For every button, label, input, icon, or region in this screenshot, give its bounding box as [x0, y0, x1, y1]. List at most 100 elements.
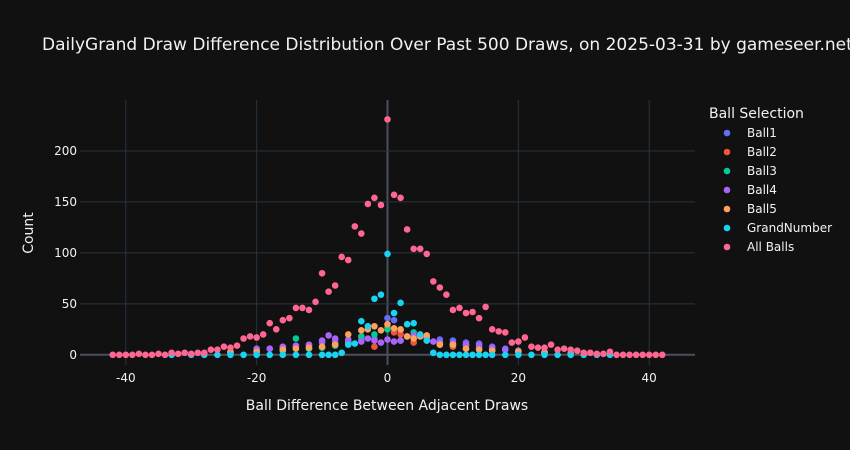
data-point[interactable] [358, 317, 365, 325]
data-point[interactable] [240, 351, 247, 359]
data-point[interactable] [482, 303, 489, 311]
data-point[interactable] [456, 304, 463, 312]
data-point[interactable] [567, 346, 574, 354]
data-point[interactable] [266, 351, 274, 359]
data-point[interactable] [364, 200, 372, 208]
data-point[interactable] [338, 253, 346, 261]
data-point[interactable] [416, 245, 424, 253]
data-point[interactable] [443, 291, 450, 298]
data-point[interactable] [351, 223, 359, 230]
data-point[interactable] [187, 350, 195, 358]
data-point[interactable] [279, 351, 287, 359]
data-point[interactable] [390, 191, 398, 199]
data-point[interactable] [338, 349, 346, 357]
data-point[interactable] [528, 351, 535, 359]
data-point[interactable] [181, 349, 188, 357]
data-point[interactable] [456, 351, 463, 359]
data-point[interactable] [541, 344, 548, 351]
data-point[interactable] [580, 349, 588, 357]
data-point[interactable] [443, 351, 450, 359]
data-point[interactable] [344, 256, 352, 264]
data-point[interactable] [390, 316, 398, 324]
data-point[interactable] [449, 341, 457, 348]
data-point[interactable] [253, 334, 260, 341]
data-point[interactable] [371, 322, 378, 330]
data-point[interactable] [488, 351, 496, 359]
data-point[interactable] [449, 306, 457, 314]
data-point[interactable] [639, 351, 646, 359]
data-point[interactable] [384, 116, 391, 123]
data-point[interactable] [397, 326, 404, 333]
data-point[interactable] [658, 351, 666, 359]
data-point[interactable] [312, 298, 319, 306]
data-point[interactable] [305, 306, 313, 314]
legend-entry[interactable]: Ball1 [747, 126, 777, 140]
data-point[interactable] [351, 340, 359, 347]
data-point[interactable] [410, 319, 417, 327]
data-point[interactable] [482, 351, 489, 359]
data-point[interactable] [515, 338, 522, 345]
data-point[interactable] [377, 339, 385, 346]
data-point[interactable] [469, 351, 476, 359]
legend-entry[interactable]: GrandNumber [747, 221, 832, 235]
data-point[interactable] [397, 194, 404, 202]
data-point[interactable] [462, 345, 470, 352]
data-point[interactable] [390, 325, 398, 332]
data-point[interactable] [436, 284, 444, 291]
data-point[interactable] [528, 343, 535, 350]
data-point[interactable] [344, 331, 352, 338]
data-point[interactable] [521, 334, 529, 341]
data-point[interactable] [168, 349, 175, 357]
data-point[interactable] [475, 314, 483, 322]
data-point[interactable] [266, 319, 274, 327]
data-point[interactable] [436, 351, 444, 359]
data-point[interactable] [115, 351, 123, 359]
data-point[interactable] [266, 345, 274, 352]
data-point[interactable] [488, 326, 496, 333]
data-point[interactable] [501, 351, 509, 359]
data-point[interactable] [194, 349, 202, 357]
data-point[interactable] [161, 351, 169, 359]
data-point[interactable] [371, 295, 378, 303]
data-point[interactable] [508, 339, 516, 346]
data-point[interactable] [318, 351, 326, 359]
data-point[interactable] [423, 337, 431, 344]
data-point[interactable] [416, 331, 424, 338]
legend-entry[interactable]: All Balls [747, 240, 794, 254]
data-point[interactable] [429, 349, 437, 357]
data-point[interactable] [606, 348, 614, 356]
data-point[interactable] [567, 351, 574, 359]
data-point[interactable] [390, 309, 398, 317]
data-point[interactable] [501, 346, 509, 354]
data-point[interactable] [384, 314, 391, 322]
data-point[interactable] [142, 351, 149, 359]
data-point[interactable] [371, 337, 378, 344]
data-point[interactable] [534, 344, 542, 351]
data-point[interactable] [462, 351, 470, 359]
data-point[interactable] [286, 314, 293, 322]
data-point[interactable] [429, 338, 437, 345]
data-point[interactable] [135, 350, 143, 358]
data-point[interactable] [318, 269, 326, 277]
data-point[interactable] [515, 351, 522, 359]
data-point[interactable] [358, 338, 365, 345]
data-point[interactable] [573, 347, 581, 355]
data-point[interactable] [364, 322, 372, 330]
data-point[interactable] [292, 345, 300, 352]
data-point[interactable] [554, 351, 561, 359]
data-point[interactable] [246, 333, 254, 340]
legend-entry[interactable]: Ball5 [747, 202, 777, 216]
data-point[interactable] [325, 351, 332, 359]
data-point[interactable] [358, 230, 365, 237]
data-point[interactable] [403, 226, 411, 233]
data-point[interactable] [227, 344, 234, 351]
data-point[interactable] [384, 326, 391, 333]
data-point[interactable] [122, 351, 130, 359]
data-point[interactable] [371, 343, 378, 350]
data-point[interactable] [423, 332, 431, 339]
data-point[interactable] [174, 350, 182, 358]
data-point[interactable] [475, 346, 483, 354]
data-point[interactable] [325, 332, 332, 339]
data-point[interactable] [449, 351, 457, 359]
data-point[interactable] [299, 304, 306, 312]
